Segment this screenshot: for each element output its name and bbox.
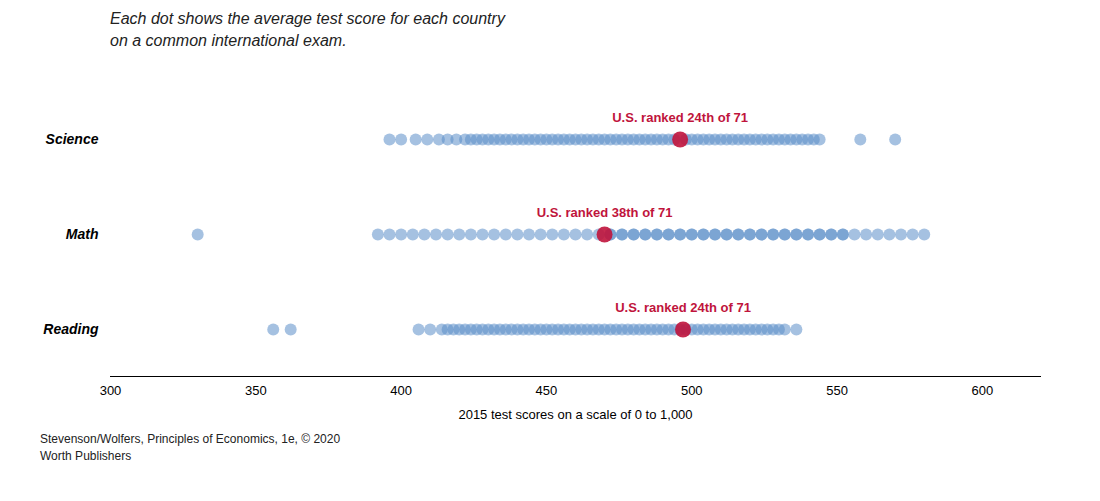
svg-text:2015 test scores on a scale of: 2015 test scores on a scale of 0 to 1,00…	[458, 407, 692, 422]
svg-text:500: 500	[681, 383, 703, 398]
svg-text:U.S. ranked 24th of 71: U.S. ranked 24th of 71	[615, 300, 751, 315]
svg-text:600: 600	[972, 383, 994, 398]
svg-text:U.S. ranked 38th of 71: U.S. ranked 38th of 71	[537, 205, 673, 220]
svg-text:450: 450	[536, 383, 558, 398]
svg-text:U.S. ranked 24th of 71: U.S. ranked 24th of 71	[612, 110, 748, 125]
svg-text:Math: Math	[66, 226, 99, 242]
svg-text:Science: Science	[46, 131, 99, 147]
svg-text:550: 550	[826, 383, 848, 398]
svg-text:300: 300	[100, 383, 122, 398]
svg-text:Reading: Reading	[43, 321, 99, 337]
html-text:Each dot shows the average tes: Each dot shows the average test score fo…	[110, 10, 505, 49]
html-text:Stevenson/Wolfers, Principles: Stevenson/Wolfers, Principles of Economi…	[40, 432, 341, 463]
svg-text:400: 400	[390, 383, 412, 398]
svg-text:350: 350	[245, 383, 267, 398]
